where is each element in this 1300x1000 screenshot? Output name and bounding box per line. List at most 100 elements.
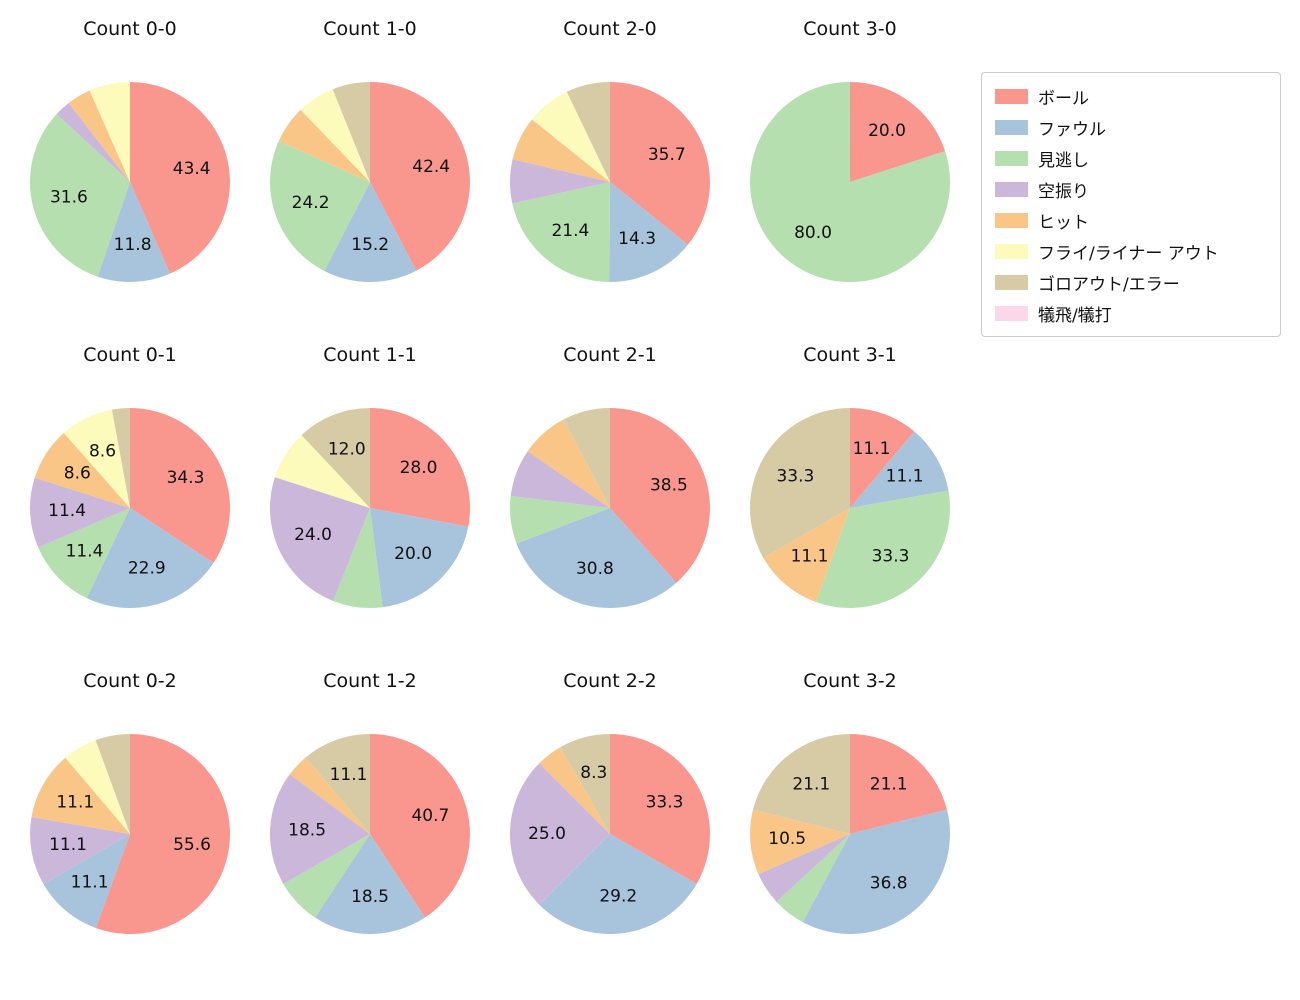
slice-label: 20.0 (394, 544, 432, 564)
legend-swatch (995, 150, 1028, 166)
slice-label: 25.0 (528, 824, 566, 844)
chart-title: Count 0-2 (83, 670, 177, 692)
pie-slice (324, 182, 417, 282)
pie-slice (610, 408, 710, 583)
chart-count-0-0: Count 0-0 43.4 11.8 31.6 (10, 10, 250, 336)
chart-count-1-1: Count 1-1 28.0 20.0 24.0 12.0 (250, 336, 490, 662)
pie-slice (130, 82, 230, 274)
legend-label: フライ/ライナー アウト (1038, 243, 1219, 264)
slice-label: 11.1 (49, 835, 87, 855)
slice-label: 20.0 (868, 121, 906, 141)
slice-label: 10.5 (768, 829, 806, 849)
chart-count-3-0: Count 3-0 20.0 80.0 (730, 10, 970, 336)
pie-slice (527, 419, 610, 508)
chart-title: Count 3-2 (803, 670, 897, 692)
pie-slice (89, 82, 130, 182)
pie-slice (370, 734, 471, 918)
legend-item: 犠飛/犠打 (995, 302, 1267, 326)
legend-item: 見逃し (995, 147, 1267, 171)
pie-slice (815, 490, 950, 608)
pie-slice (30, 114, 131, 277)
pie-slice (68, 90, 130, 182)
slice-label: 11.4 (48, 501, 86, 521)
slice-label: 21.1 (870, 774, 908, 794)
pie-slice (63, 409, 130, 508)
slice-label: 36.8 (870, 874, 908, 894)
pie-chart: 42.4 15.2 24.2 (270, 82, 470, 282)
slice-label: 24.2 (292, 193, 330, 213)
charts-grid: Count 0-0 43.4 11.8 31.6 Count 1-0 42.4 15.2 24… (10, 10, 970, 988)
pie-slice (802, 809, 950, 934)
pie-slice (130, 408, 231, 563)
pie-slice (30, 477, 130, 548)
pie-slice (850, 734, 947, 834)
chart-title: Count 1-2 (323, 670, 417, 692)
slice-label: 15.2 (351, 235, 389, 255)
pie-slice (43, 834, 130, 928)
chart-title: Count 2-2 (563, 670, 657, 692)
legend-swatch (995, 212, 1028, 228)
chart-title: Count 2-1 (563, 344, 657, 366)
pie-slice (758, 834, 850, 902)
pie-slice (86, 508, 214, 609)
pie-slice (510, 495, 610, 544)
pie-slice (111, 408, 130, 508)
pie-slice (566, 82, 610, 182)
pie-chart: 38.5 30.8 (510, 408, 710, 608)
chart-count-0-2: Count 0-2 55.6 11.1 11.1 11.1 (10, 662, 250, 988)
chart-title: Count 0-1 (83, 344, 177, 366)
slice-label: 11.1 (71, 872, 109, 892)
slice-label: 11.1 (853, 439, 891, 459)
pie-slice (56, 103, 131, 182)
slice-label: 40.7 (411, 806, 449, 826)
pie-slice (512, 182, 610, 282)
slice-label: 11.1 (791, 546, 829, 566)
pie-chart: 55.6 11.1 11.1 11.1 (30, 734, 231, 934)
pie-slice (370, 82, 470, 271)
pie-slice (776, 834, 850, 923)
legend-label: 見逃し (1038, 150, 1089, 171)
legend-label: ファウル (1038, 119, 1106, 140)
legend-item: 空振り (995, 178, 1267, 202)
slice-label: 33.3 (646, 792, 684, 812)
pie-chart: 28.0 20.0 24.0 12.0 (269, 408, 471, 608)
pie-slice (516, 508, 677, 608)
pie-slice (333, 508, 383, 608)
pie-chart: 43.4 11.8 31.6 (30, 82, 230, 282)
slice-label: 11.8 (114, 235, 152, 255)
pie-slice (283, 834, 370, 918)
legend-swatch (995, 119, 1028, 135)
pie-slice (97, 182, 171, 282)
pie-slice (301, 408, 370, 508)
pie-slice (270, 774, 370, 884)
chart-title: Count 3-1 (803, 344, 897, 366)
slice-label: 30.8 (576, 559, 614, 579)
pie-slice (610, 82, 711, 245)
chart-count-2-1: Count 2-1 38.5 30.8 (490, 336, 730, 662)
slice-label: 33.3 (776, 467, 814, 487)
pie-slice (610, 734, 711, 884)
legend-label: ヒット (1038, 212, 1089, 233)
pie-slice (315, 834, 425, 935)
pie-slice (269, 477, 370, 601)
pie-slice (274, 435, 370, 508)
pie-slice (510, 451, 610, 508)
legend-label: 空振り (1038, 181, 1089, 202)
pie-slice (560, 734, 610, 834)
chart-count-2-2: Count 2-2 33.3 29.2 25.0 8.3 (490, 662, 730, 988)
pie-slice (31, 757, 130, 834)
pie-slice (289, 757, 370, 834)
pie-slice (370, 508, 469, 608)
pie-slice (270, 141, 370, 271)
slice-label: 11.4 (66, 542, 104, 562)
slice-label: 11.1 (330, 765, 368, 785)
pie-chart: 34.3 22.9 11.4 11.4 8.6 8.6 (30, 408, 231, 609)
pie-slice (750, 82, 951, 282)
slice-label: 8.6 (64, 464, 91, 484)
pie-chart: 11.1 11.1 33.3 11.1 33.3 (750, 408, 950, 608)
pie-slice (850, 431, 949, 508)
pie-slice (512, 119, 610, 182)
pie-slice (370, 408, 471, 527)
legend-label: ボール (1038, 88, 1089, 109)
